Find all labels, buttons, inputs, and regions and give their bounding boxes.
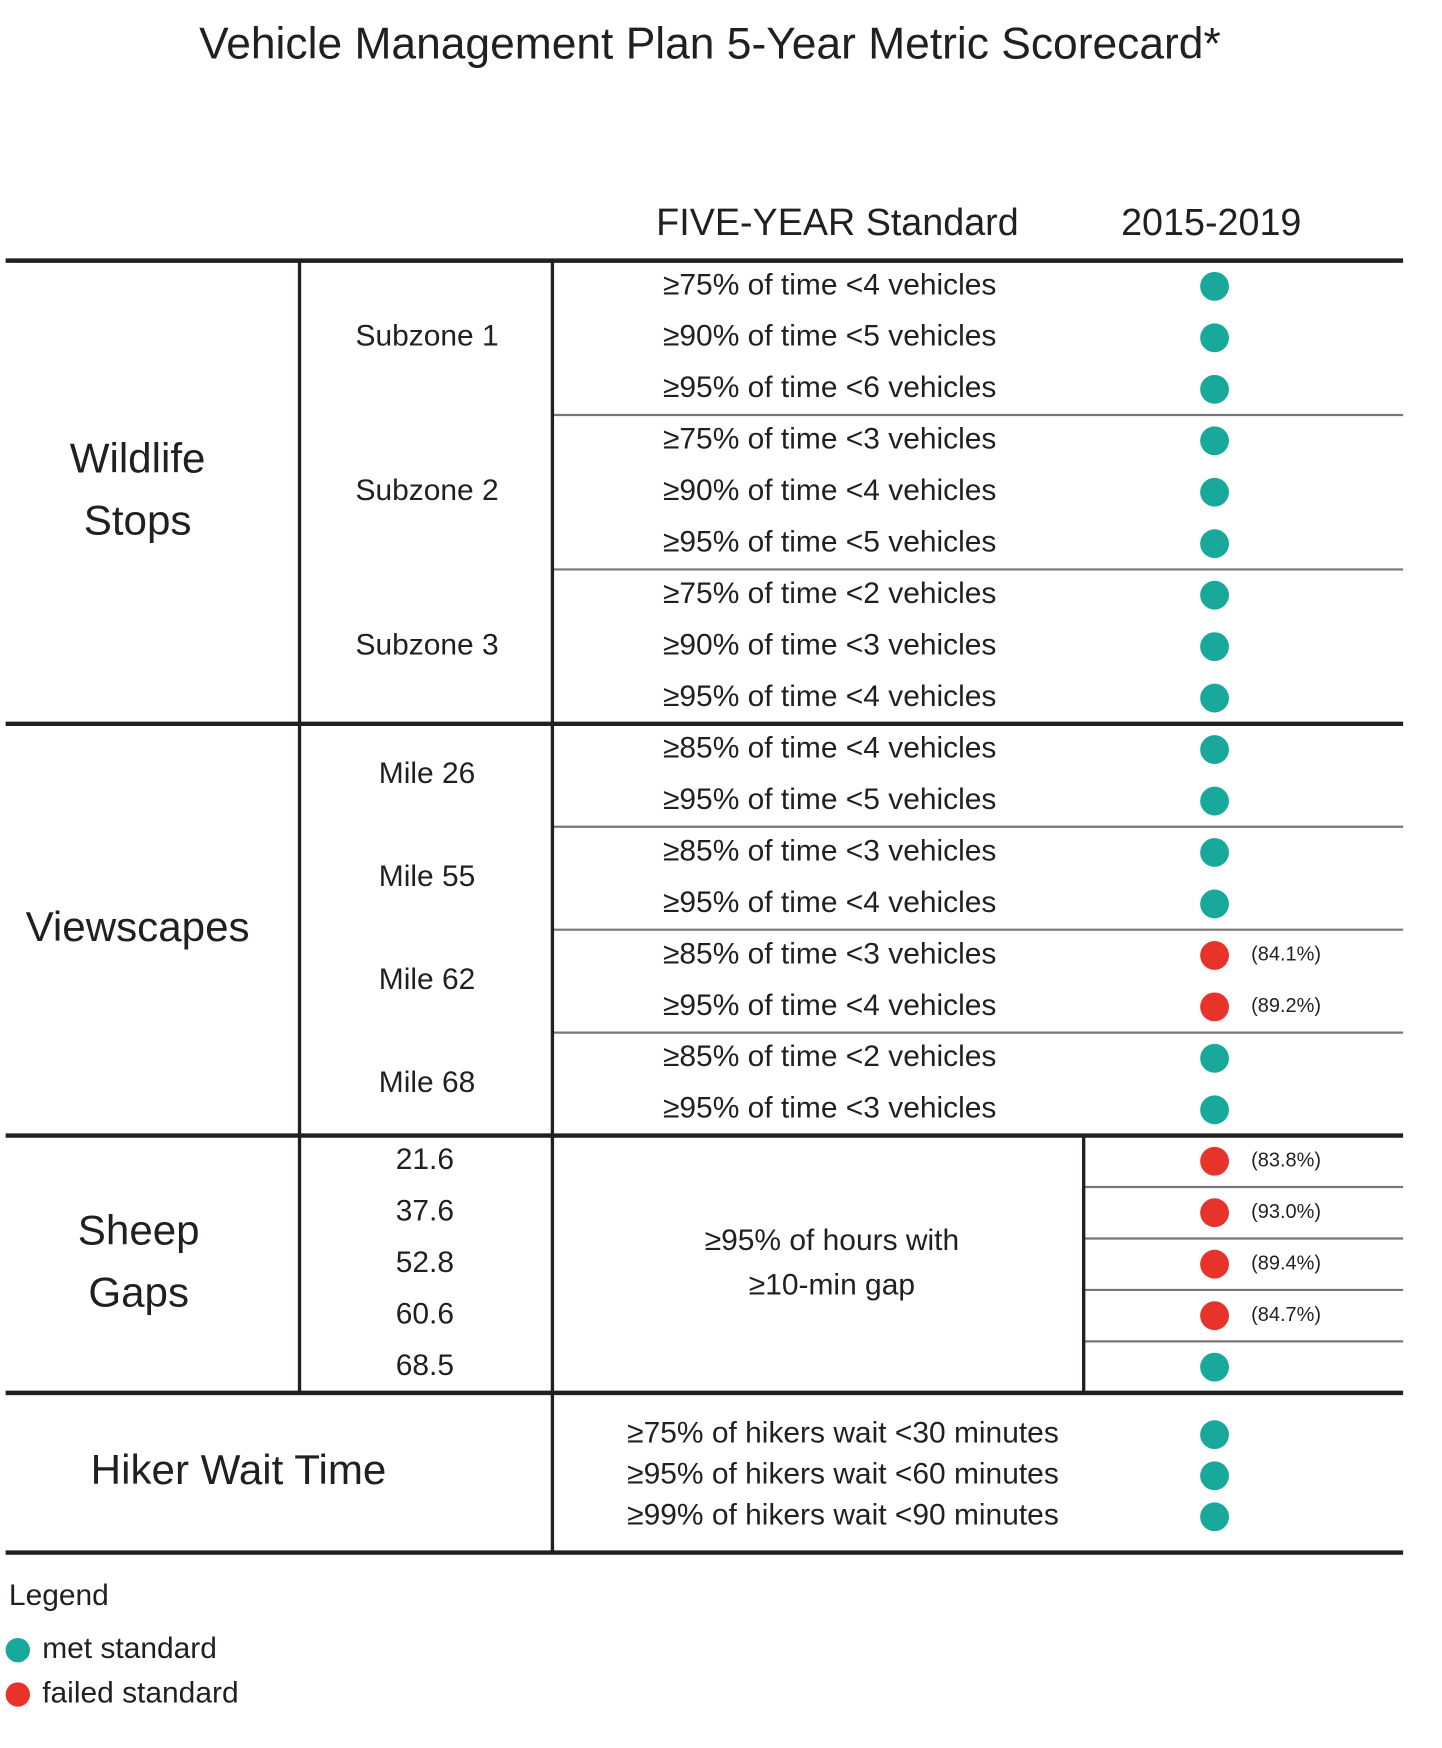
section-label: Viewscapes xyxy=(26,903,250,950)
standard: ≥75% of hikers wait <30 minutes xyxy=(627,1417,1059,1450)
group-label: Subzone 1 xyxy=(356,320,499,353)
standard: ≥95% of time <5 vehicles xyxy=(663,526,996,559)
section-label: Stops xyxy=(84,496,192,543)
result-dot xyxy=(1200,1146,1229,1176)
standard: ≥95% of time <3 vehicles xyxy=(663,1092,996,1125)
group-label: Mile 62 xyxy=(379,963,476,996)
result-dot xyxy=(1200,1249,1229,1279)
legend-label: failed standard xyxy=(42,1676,238,1709)
legend-label: met standard xyxy=(42,1632,217,1665)
result-dot xyxy=(1200,992,1229,1022)
result-dot xyxy=(1200,1502,1229,1532)
standard: ≥90% of time <4 vehicles xyxy=(663,474,996,507)
location: 60.6 xyxy=(396,1298,454,1331)
result-dot xyxy=(1200,1352,1229,1382)
location: 68.5 xyxy=(396,1349,454,1382)
legend-swatch xyxy=(5,1637,31,1663)
result-note: (89.2%) xyxy=(1251,995,1321,1017)
column-header: FIVE-YEAR Standard xyxy=(656,201,1019,243)
section-label: Wildlife xyxy=(70,434,206,481)
result-note: (93.0%) xyxy=(1251,1201,1321,1223)
group-label: Mile 68 xyxy=(379,1066,476,1099)
result-dot xyxy=(1200,1420,1229,1450)
result-dot xyxy=(1200,683,1229,713)
column-header: 2015-2019 xyxy=(1121,201,1301,243)
standard: ≥75% of time <2 vehicles xyxy=(663,577,996,610)
standard: ≥90% of time <5 vehicles xyxy=(663,320,996,353)
section-label: Sheep xyxy=(78,1206,200,1253)
result-dot xyxy=(1200,632,1229,662)
location: 52.8 xyxy=(396,1246,454,1279)
result-dot xyxy=(1200,426,1229,456)
group-label: Mile 55 xyxy=(379,860,476,893)
result-dot xyxy=(1200,1095,1229,1125)
result-dot xyxy=(1200,1301,1229,1331)
result-note: (83.8%) xyxy=(1251,1150,1321,1172)
section-label: Hiker Wait Time xyxy=(91,1446,387,1493)
standard: ≥95% of time <4 vehicles xyxy=(663,886,996,919)
standard: ≥95% of time <5 vehicles xyxy=(663,783,996,816)
standard: ≥10-min gap xyxy=(749,1268,915,1301)
result-dot xyxy=(1200,1198,1229,1228)
result-dot xyxy=(1200,1043,1229,1073)
result-dot xyxy=(1200,271,1229,301)
standard: ≥95% of time <4 vehicles xyxy=(663,680,996,713)
result-dot xyxy=(1200,735,1229,764)
standard: ≥95% of time <4 vehicles xyxy=(663,989,996,1022)
title: Vehicle Management Plan 5-Year Metric Sc… xyxy=(199,19,1221,68)
result-dot xyxy=(1200,374,1229,404)
location: 37.6 xyxy=(396,1195,454,1228)
standard: ≥95% of time <6 vehicles xyxy=(663,371,996,404)
standard: ≥75% of time <4 vehicles xyxy=(663,268,996,301)
legend-title: Legend xyxy=(9,1579,109,1612)
standard: ≥95% of hours with xyxy=(705,1224,959,1257)
group-label: Subzone 3 xyxy=(356,629,499,662)
result-dot xyxy=(1200,838,1229,867)
legend-swatch xyxy=(5,1682,31,1707)
result-dot xyxy=(1200,580,1229,610)
result-note: (89.4%) xyxy=(1251,1252,1321,1274)
standard: ≥99% of hikers wait <90 minutes xyxy=(627,1499,1059,1532)
result-dot xyxy=(1200,323,1229,353)
result-dot xyxy=(1200,786,1229,816)
result-note: (84.1%) xyxy=(1251,944,1321,966)
standard: ≥75% of time <3 vehicles xyxy=(663,423,996,456)
result-dot xyxy=(1200,940,1229,970)
result-dot xyxy=(1200,889,1229,919)
result-dot xyxy=(1200,529,1229,559)
standard: ≥85% of time <2 vehicles xyxy=(663,1040,996,1073)
result-dot xyxy=(1200,477,1229,507)
standard: ≥85% of time <3 vehicles xyxy=(663,834,996,867)
result-note: (84.7%) xyxy=(1251,1304,1321,1326)
group-label: Subzone 2 xyxy=(356,474,499,507)
standard: ≥95% of hikers wait <60 minutes xyxy=(627,1458,1059,1491)
result-dot xyxy=(1200,1461,1229,1491)
standard: ≥85% of time <3 vehicles xyxy=(663,937,996,970)
standard: ≥85% of time <4 vehicles xyxy=(663,731,996,764)
group-label: Mile 26 xyxy=(379,757,476,790)
standard: ≥90% of time <3 vehicles xyxy=(663,629,996,662)
location: 21.6 xyxy=(396,1143,454,1176)
section-label: Gaps xyxy=(88,1268,189,1315)
